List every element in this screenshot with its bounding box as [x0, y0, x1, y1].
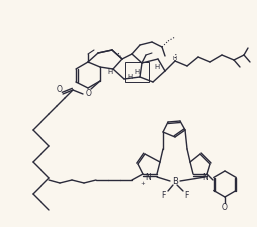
- Text: +: +: [141, 181, 145, 186]
- Text: H: H: [134, 69, 140, 75]
- Text: N: N: [145, 173, 151, 182]
- Text: F: F: [184, 191, 188, 200]
- Text: H: H: [154, 64, 160, 70]
- Text: O: O: [57, 85, 63, 94]
- Text: O: O: [86, 88, 92, 97]
- Text: H: H: [107, 69, 113, 75]
- Text: O: O: [222, 203, 228, 212]
- Text: N: N: [202, 173, 208, 182]
- Text: H: H: [173, 55, 177, 60]
- Text: H: H: [127, 74, 133, 80]
- Text: F: F: [161, 191, 165, 200]
- Text: B: B: [172, 177, 178, 186]
